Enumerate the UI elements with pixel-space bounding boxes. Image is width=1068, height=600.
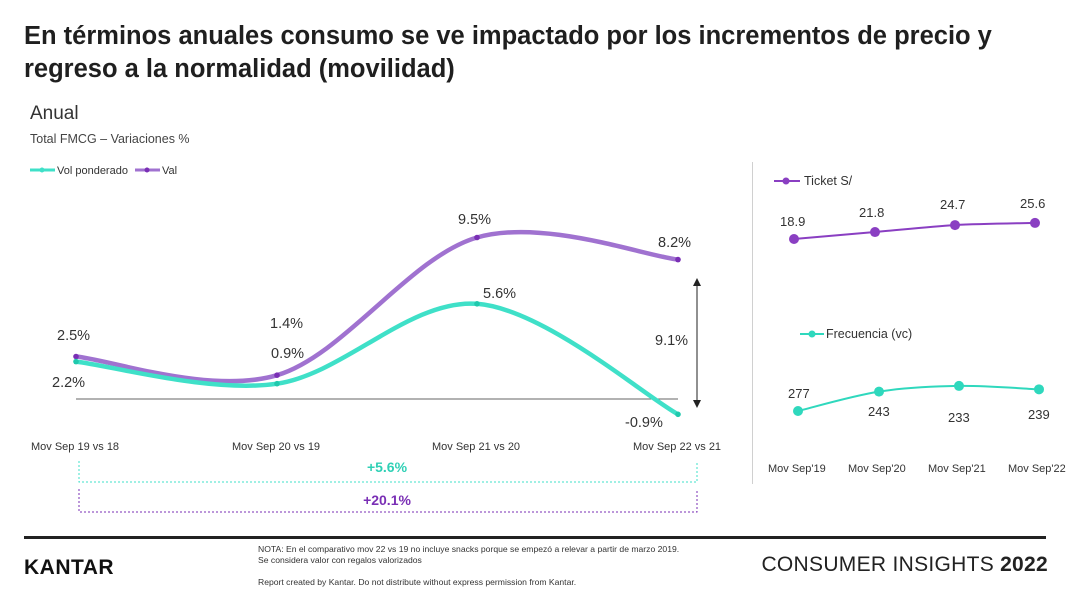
data-label-ticket-3: 25.6 — [1020, 196, 1045, 211]
category-label-0: Mov Sep 19 vs 18 — [31, 441, 119, 453]
legend-marker-ticket — [782, 177, 790, 185]
data-label-val-0: 2.5% — [57, 328, 90, 344]
data-label-ticket-2: 24.7 — [940, 197, 965, 212]
data-label-val-2: 9.5% — [458, 212, 491, 228]
footer-note: NOTA: En el comparativo mov 22 vs 19 no … — [258, 544, 679, 566]
brand-text: CONSUMER INSIGHTS — [761, 553, 995, 576]
bracket-vol-total — [78, 461, 698, 483]
series-line-frecuencia — [797, 384, 1040, 412]
data-label-vol-ponderado-1: 0.9% — [271, 346, 304, 362]
data-label-frecuencia-1: 243 — [868, 404, 890, 419]
footer-divider — [24, 536, 1046, 539]
data-label-val-3: 8.2% — [658, 235, 691, 251]
point-ticket-2 — [950, 220, 960, 231]
category-label-3: Mov Sep 22 vs 21 — [633, 441, 721, 453]
series-line-ticket — [793, 221, 1036, 240]
category-label-2: Mov Sep 21 vs 20 — [432, 441, 520, 453]
data-label-frecuencia-2: 233 — [948, 410, 970, 425]
point-vol-ponderado-3 — [675, 411, 681, 418]
kantar-logo: KANTAR — [24, 556, 115, 579]
slide-title: En términos anuales consumo se ve impact… — [24, 22, 992, 83]
point-frecuencia-3 — [1034, 384, 1044, 395]
charts-canvas: Vol ponderado Val 2.5% 1.4% 9.5% 8.2% 2.2% 0.9%… — [30, 165, 1066, 513]
legend-label-frecuencia: Frecuencia (vc) — [826, 327, 912, 341]
point-val-2 — [474, 234, 480, 241]
point-vol-ponderado-2 — [474, 301, 480, 307]
gap-arrow-head-bottom — [693, 400, 701, 408]
panel-divider — [752, 162, 753, 484]
point-vol-ponderado-1 — [274, 380, 280, 387]
point-ticket-1 — [870, 227, 880, 238]
data-label-vol-ponderado-3: -0.9% — [625, 415, 663, 431]
chart-subtitle-sub: Total FMCG – Variaciones % — [30, 132, 190, 146]
series-line-val — [73, 229, 681, 384]
footer-note-line1: NOTA: En el comparativo mov 22 vs 19 no … — [258, 544, 680, 554]
point-val-3 — [675, 256, 681, 263]
point-frecuencia-1 — [874, 386, 884, 397]
point-frecuencia-2 — [954, 380, 964, 391]
data-label-val-1: 1.4% — [270, 316, 303, 332]
series-line-vol-ponderado — [73, 301, 681, 417]
gap-label: 9.1% — [655, 333, 688, 349]
footer-report: Report created by Kantar. Do not distrib… — [258, 577, 577, 587]
right-category-label-3: Mov Sep'22 — [1008, 463, 1066, 475]
legend-label-val: Val — [162, 165, 177, 177]
total-label-val: +20.1% — [363, 492, 411, 508]
point-frecuencia-0 — [793, 406, 803, 416]
right-category-label-2: Mov Sep'21 — [928, 463, 986, 475]
footer-note-line2: Se considera valor con regalos valorizad… — [258, 555, 422, 565]
brand-year: 2022 — [1000, 553, 1048, 576]
data-label-ticket-0: 18.9 — [780, 214, 805, 229]
point-ticket-0 — [789, 234, 799, 244]
point-val-1 — [274, 372, 280, 379]
point-val-0 — [73, 353, 79, 360]
right-category-label-1: Mov Sep'20 — [848, 463, 906, 475]
total-label-vol: +5.6% — [367, 459, 408, 475]
data-label-frecuencia-3: 239 — [1028, 407, 1050, 422]
data-label-vol-ponderado-2: 5.6% — [483, 286, 516, 302]
consumer-insights-brand: CONSUMER INSIGHTS 2022 — [761, 553, 1048, 577]
data-label-vol-ponderado-0: 2.2% — [52, 375, 85, 391]
legend-marker-val — [144, 167, 150, 173]
right-category-label-0: Mov Sep'19 — [768, 463, 826, 475]
gap-arrow-head-top — [693, 278, 701, 286]
bracket-val-total — [78, 489, 698, 513]
data-label-ticket-1: 21.8 — [859, 205, 884, 220]
legend-label-ticket: Ticket S/ — [804, 174, 853, 188]
point-vol-ponderado-0 — [73, 358, 79, 365]
category-label-1: Mov Sep 20 vs 19 — [232, 441, 320, 453]
point-ticket-3 — [1030, 217, 1040, 228]
data-label-frecuencia-0: 277 — [788, 386, 810, 401]
legend-marker-vol-ponderado — [39, 167, 45, 173]
chart-subtitle: Anual — [30, 103, 79, 124]
legend-marker-frecuencia — [808, 330, 816, 338]
legend-label-vol-ponderado: Vol ponderado — [57, 165, 128, 177]
